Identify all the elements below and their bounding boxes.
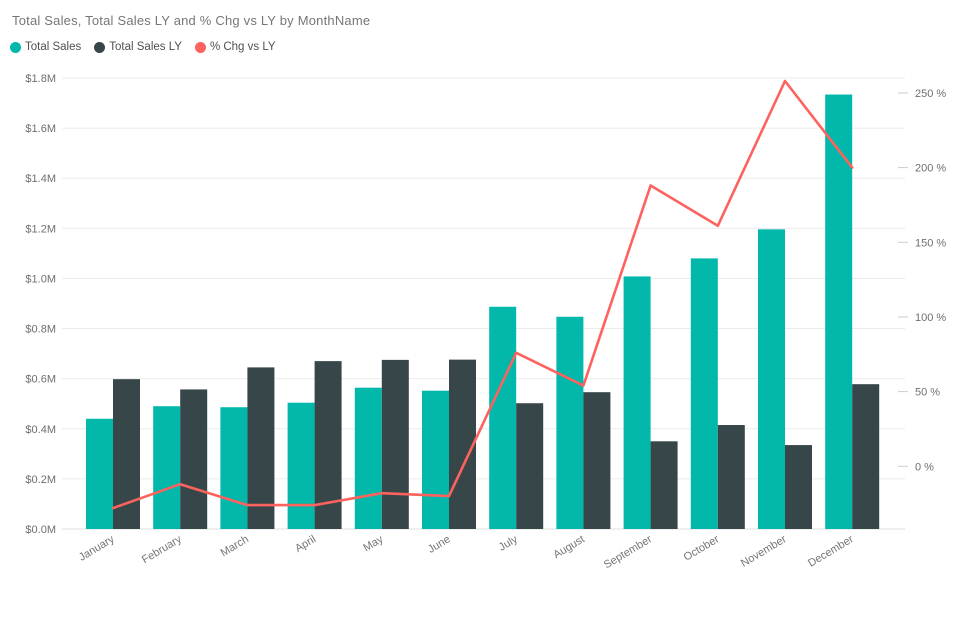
bar-total-sales-ly-june[interactable] [449,359,476,529]
y-left-tick-label: $0.8M [25,324,56,336]
bar-total-sales-ly-august[interactable] [583,392,611,529]
bar-total-sales-october[interactable] [690,258,718,529]
bar-total-sales-may[interactable] [354,387,382,529]
x-axis-category-label: July [497,533,520,554]
bar-total-sales-ly-march[interactable] [247,367,275,529]
y-left-tick-label: $1.2M [25,223,56,235]
pct-chg-line[interactable] [111,79,854,510]
legend-dot-total-sales-ly-icon [94,41,106,53]
bar-total-sales-ly-november[interactable] [785,445,812,529]
y-left-tick-label: $1.6M [25,123,56,135]
x-axis-category-label: April [293,533,318,555]
bar-total-sales-ly-december[interactable] [852,384,880,529]
chart-legend: Total Sales Total Sales LY % Chg vs LY [10,41,276,53]
bar-total-sales-ly-february[interactable] [180,389,208,529]
legend-item-total-sales-ly[interactable]: Total Sales LY [94,41,182,53]
legend-dot-pct-chg-icon [194,41,206,53]
bar-total-sales-ly-july[interactable] [516,403,544,529]
bar-total-sales-november[interactable] [758,229,785,529]
bar-total-sales-january[interactable] [86,418,113,529]
x-axis-category-label: January [77,533,117,564]
y-left-tick-label: $1.0M [25,273,56,285]
y-left-tick-label: $1.8M [25,73,56,85]
legend-dot-total-sales-icon [10,41,21,53]
y-right-tick-label: 0 % [915,461,934,473]
y-left-tick-label: $1.4M [25,173,56,185]
y-left-tick-label: $0.0M [25,524,56,536]
bar-total-sales-december[interactable] [825,94,853,529]
y-left-tick-label: $0.2M [25,474,56,486]
chart-title: Total Sales, Total Sales LY and % Chg vs… [12,13,371,28]
legend-label: Total Sales [25,41,82,53]
y-right-tick-label: 200 % [915,163,946,175]
y-right-tick-label: 50 % [915,387,940,399]
bar-total-sales-april[interactable] [287,402,315,529]
x-axis-category-label: November [739,533,789,570]
bar-total-sales-august[interactable] [556,316,584,529]
x-axis-category-label: June [426,533,453,556]
bar-total-sales-june[interactable] [422,390,449,529]
x-axis-category-label: October [682,533,722,564]
bar-total-sales-ly-october[interactable] [717,425,745,529]
legend-label: Total Sales LY [109,41,182,53]
x-axis-category-label: February [140,533,184,566]
y-right-tick-label: 100 % [915,312,946,324]
bar-total-sales-february[interactable] [153,406,181,529]
y-left-tick-label: $0.6M [25,374,56,386]
legend-label: % Chg vs LY [209,41,276,53]
bar-total-sales-ly-may[interactable] [381,359,409,529]
x-axis-category-label: August [551,533,587,561]
y-right-tick-label: 150 % [915,237,946,249]
bar-total-sales-march[interactable] [220,407,248,529]
x-axis-category-label: May [361,533,385,554]
y-left-tick-label: $0.4M [25,424,56,436]
x-axis-category-label: March [219,533,251,559]
legend-item-pct-chg[interactable]: % Chg vs LY [194,41,276,53]
y-right-tick-label: 250 % [915,88,946,100]
x-axis-category-label: December [806,533,856,570]
x-axis-category-label: September [602,533,655,571]
legend-item-total-sales[interactable]: Total Sales [10,41,81,53]
bar-total-sales-july[interactable] [489,306,517,529]
bar-total-sales-ly-september[interactable] [650,441,678,529]
bar-total-sales-september[interactable] [623,276,651,529]
